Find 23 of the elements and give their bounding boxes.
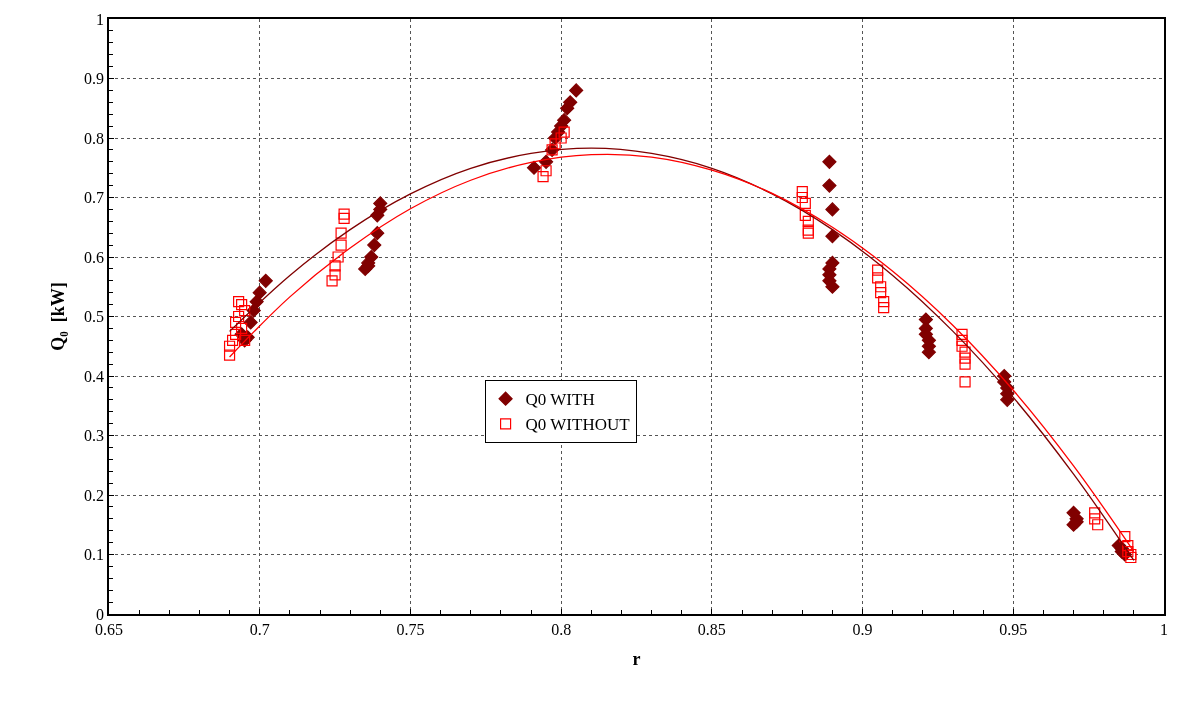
x-tick-label: 0.9 (852, 620, 873, 638)
y-tick-label: 1 (96, 10, 105, 28)
y-tick-label: 0.2 (84, 486, 105, 504)
x-tick-label: 1 (1160, 620, 1168, 638)
x-tick-label: 0.95 (999, 620, 1028, 638)
x-axis-title: r (632, 648, 641, 669)
y-tick-label: 0.3 (84, 427, 105, 445)
y-tick-label: 0.9 (84, 70, 105, 88)
y-tick-label: 0.8 (84, 129, 105, 147)
x-tick-label: 0.75 (396, 620, 425, 638)
x-tick-label: 0.85 (697, 620, 726, 638)
y-tick-label: 0.5 (84, 308, 105, 326)
y-tick-label: 0.4 (84, 367, 105, 385)
y-tick-label: 0 (96, 605, 105, 623)
x-tick-label: 0.65 (95, 620, 123, 638)
y-tick-label: 0.7 (84, 189, 105, 207)
x-tick-label: 0.7 (249, 620, 270, 638)
legend-label: Q0 WITHOUT (525, 415, 631, 435)
x-tick-label: 0.8 (551, 620, 572, 638)
legend-label: Q0 WITH (525, 390, 595, 410)
y-tick-label: 0.1 (84, 546, 105, 564)
y-axis-title: Q₀ [kW] (47, 282, 68, 351)
y-tick-label: 0.6 (84, 248, 105, 266)
